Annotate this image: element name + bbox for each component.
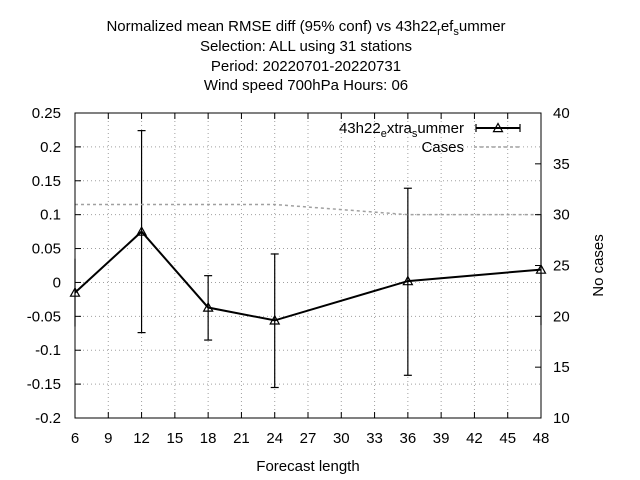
y2-tick-label: 10 [553, 410, 570, 427]
data-point [402, 275, 414, 286]
y-tick-label: 0 [53, 274, 61, 291]
x-tick-label: 36 [400, 430, 417, 447]
data-point [202, 301, 214, 312]
x-tick-label: 18 [200, 430, 217, 447]
x-tick-label: 42 [466, 430, 483, 447]
y-tick-label: 0.2 [40, 139, 61, 156]
grid [75, 113, 541, 418]
legend-swatch-marker [492, 122, 504, 133]
title-line-2: Selection: ALL using 31 stations [200, 38, 412, 55]
data-point [269, 314, 281, 325]
y-tick-label: -0.15 [27, 376, 61, 393]
y2-tick-labels: 10 15 20 25 30 35 40 [553, 105, 570, 427]
y-tick-labels: -0.2 -0.15 -0.1 -0.05 0 0.05 0.1 0.15 0.2 0.25 [27, 105, 61, 427]
title-line-3: Period: 20220701-20220731 [211, 58, 401, 75]
y-tick-label: 0.1 [40, 207, 61, 224]
y2-tick-label: 20 [553, 308, 570, 325]
x-tick-label: 6 [71, 430, 79, 447]
y-tick-label: -0.2 [35, 410, 61, 427]
y2-tick-label: 40 [553, 105, 570, 122]
y-tick-label: 0.15 [32, 173, 61, 190]
x-tick-label: 48 [533, 430, 550, 447]
x-tick-label: 27 [300, 430, 317, 447]
legend-label-cases: Cases [421, 139, 464, 156]
y-tick-label: -0.1 [35, 342, 61, 359]
x-tick-label: 39 [433, 430, 450, 447]
x-tick-label: 12 [133, 430, 150, 447]
y2-tick-label: 30 [553, 207, 570, 224]
legend-label-series: 43h22extrasummer [339, 120, 464, 140]
series-line [74, 230, 542, 322]
chart-title: Normalized mean RMSE diff (95% conf) vs … [106, 18, 505, 94]
x-tick-label: 45 [499, 430, 516, 447]
y2-tick-label: 25 [553, 258, 570, 275]
x-tick-label: 33 [366, 430, 383, 447]
title-line-4: Wind speed 700hPa Hours: 06 [204, 77, 408, 94]
x-tick-label: 21 [233, 430, 250, 447]
x-axis-label: Forecast length [256, 458, 359, 475]
y2-axis-label: No cases [590, 234, 607, 297]
y2-tick-label: 15 [553, 359, 570, 376]
title-line-1: Normalized mean RMSE diff (95% conf) vs … [106, 18, 505, 38]
x-tick-label: 9 [104, 430, 112, 447]
y-tick-label: -0.05 [27, 308, 61, 325]
x-tick-label: 15 [167, 430, 184, 447]
x-tick-labels: 6 9 12 15 18 21 24 27 30 33 36 39 42 45 48 [71, 430, 550, 447]
x-tick-label: 30 [333, 430, 350, 447]
x-tick-label: 24 [266, 430, 283, 447]
y2-tick-label: 35 [553, 156, 570, 173]
y-tick-label: 0.05 [32, 241, 61, 258]
data-point [136, 225, 148, 236]
ticks [74, 112, 542, 419]
y-tick-label: 0.25 [32, 105, 61, 122]
